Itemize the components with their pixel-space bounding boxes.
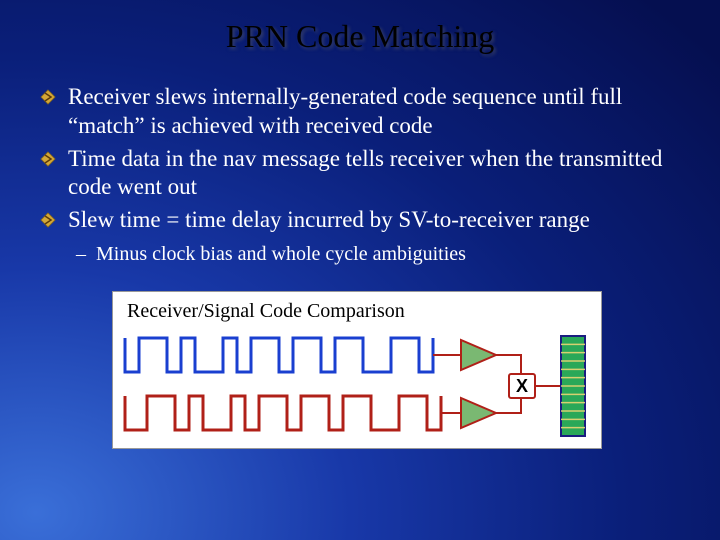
bullet-item: Slew time = time delay incurred by SV-to… — [40, 206, 680, 235]
dash-icon: – — [76, 241, 86, 267]
signal-comparison-svg: X — [121, 330, 596, 445]
bullet-text: Receiver slews internally-generated code… — [68, 84, 622, 138]
sub-bullet-item: – Minus clock bias and whole cycle ambig… — [40, 241, 680, 267]
code-comparison-diagram: Receiver/Signal Code Comparison X — [112, 291, 602, 449]
diamond-arrow-icon — [40, 89, 56, 105]
bullet-list: Receiver slews internally-generated code… — [40, 83, 680, 235]
bullet-text: Time data in the nav message tells recei… — [68, 146, 662, 200]
bullet-item: Receiver slews internally-generated code… — [40, 83, 680, 141]
slide-title: PRN Code Matching — [0, 0, 720, 55]
bullet-item: Time data in the nav message tells recei… — [40, 145, 680, 203]
diamond-arrow-icon — [40, 212, 56, 228]
svg-text:X: X — [516, 376, 528, 396]
diamond-arrow-icon — [40, 151, 56, 167]
bullet-text: Slew time = time delay incurred by SV-to… — [68, 207, 590, 232]
content-area: Receiver slews internally-generated code… — [0, 55, 720, 449]
diagram-title: Receiver/Signal Code Comparison — [113, 292, 601, 323]
sub-bullet-text: Minus clock bias and whole cycle ambigui… — [96, 243, 466, 265]
